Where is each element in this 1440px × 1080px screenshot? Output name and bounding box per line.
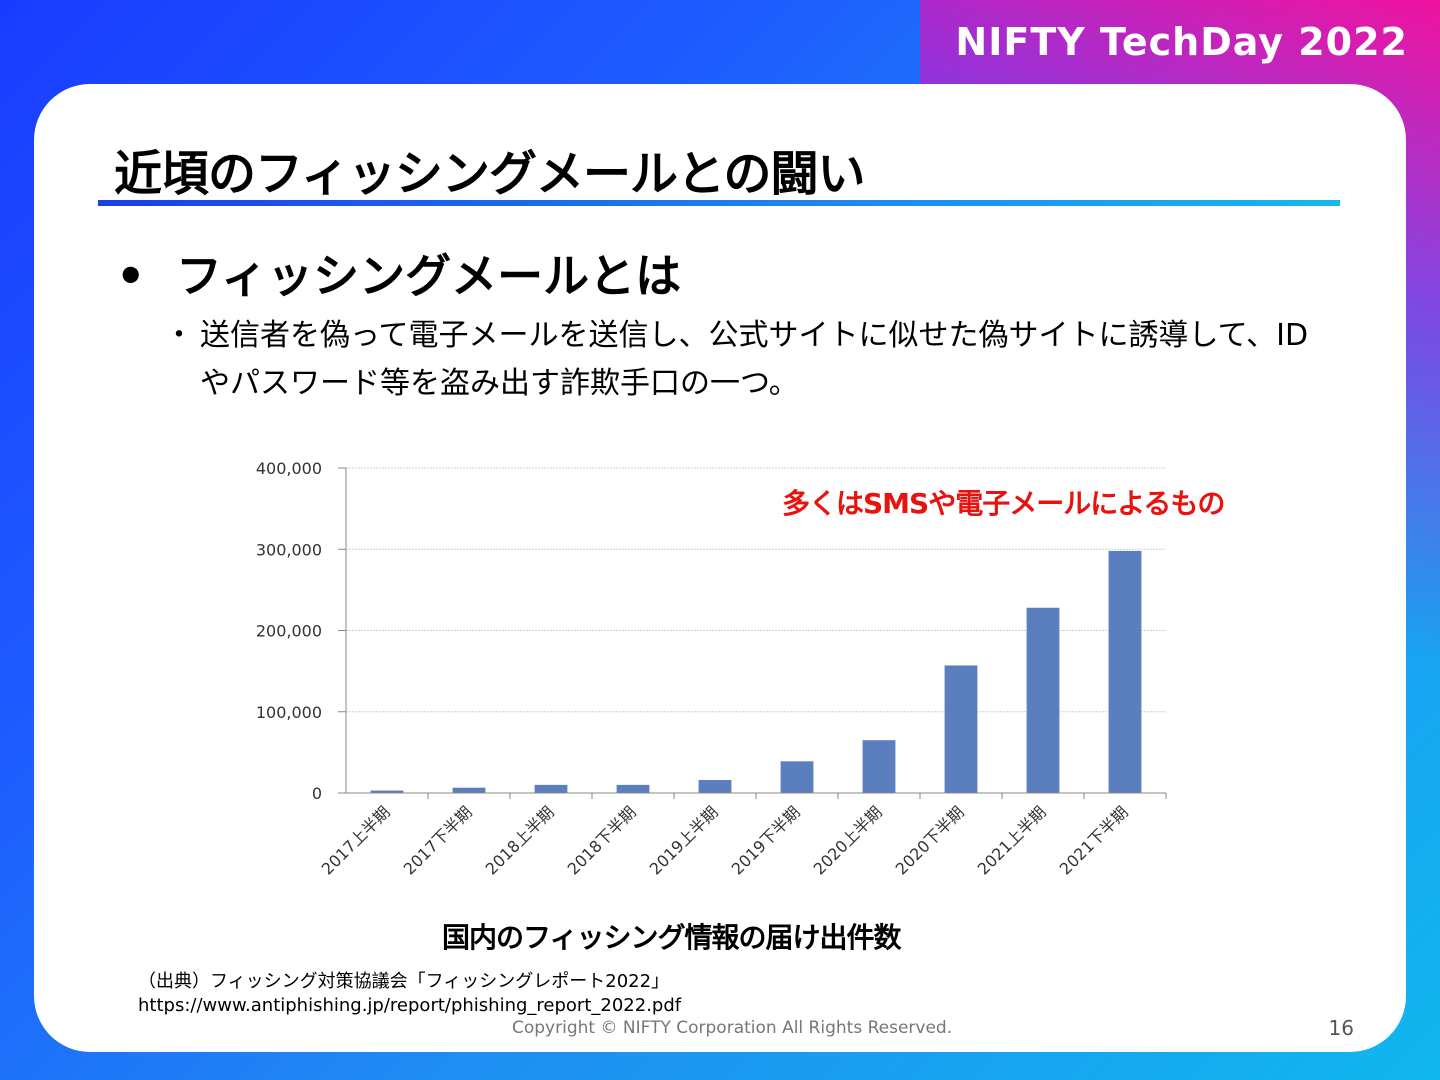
- bar-2017下半期: [452, 787, 486, 793]
- brand-logo: NIFTY TechDay 2022: [955, 20, 1408, 64]
- bar-2018上半期: [534, 784, 568, 793]
- source-citation: （出典）フィッシング対策協議会「フィッシングレポート2022」 https://…: [138, 970, 681, 1018]
- copyright: Copyright © NIFTY Corporation All Rights…: [512, 1018, 953, 1038]
- x-category-label: 2020上半期: [810, 802, 886, 878]
- x-category-label: 2021下半期: [1056, 802, 1132, 878]
- y-tick-label: 400,000: [256, 459, 322, 478]
- title-underline: [98, 200, 1340, 206]
- x-category-label: 2018上半期: [482, 802, 558, 878]
- bullet-sub-text: 送信者を偽って電子メールを送信し、公式サイトに似せた偽サイトに誘導して、IDやパ…: [200, 318, 1309, 401]
- x-category-label: 2020下半期: [892, 802, 968, 878]
- slide-title: 近頃のフィッシングメールとの闘い: [114, 146, 866, 202]
- x-category-label: 2019上半期: [646, 802, 722, 878]
- chart-annotation: 多くはSMSや電子メールによるもの: [782, 487, 1225, 520]
- bar-2018下半期: [616, 784, 650, 793]
- chart-caption: 国内のフィッシング情報の届け出件数: [442, 921, 901, 954]
- y-tick-label: 0: [312, 784, 322, 803]
- bar-2019下半期: [780, 761, 814, 793]
- slide-card: 近頃のフィッシングメールとの闘い • フィッシングメールとは ・ 送信者を偽って電…: [34, 84, 1406, 1052]
- bullet-main-text: フィッシングメールとは: [176, 249, 682, 303]
- page-number: 16: [1328, 1016, 1354, 1040]
- x-category-label: 2018下半期: [564, 802, 640, 878]
- x-category-label: 2019下半期: [728, 802, 804, 878]
- y-tick-label: 300,000: [256, 540, 322, 559]
- bullet-main: • フィッシングメールとは: [116, 240, 681, 306]
- bar-2020下半期: [944, 665, 978, 793]
- bullet-dot: •: [116, 249, 146, 303]
- bar-2020上半期: [862, 740, 896, 793]
- bar-2021下半期: [1108, 550, 1142, 793]
- bullet-sub-dot: ・: [164, 318, 194, 353]
- bar-2021上半期: [1026, 607, 1060, 793]
- x-category-label: 2017下半期: [400, 802, 476, 878]
- bar-2017上半期: [370, 790, 404, 793]
- x-category-label: 2021上半期: [974, 802, 1050, 878]
- bar-2019上半期: [698, 780, 732, 793]
- source-url: https://www.antiphishing.jp/report/phish…: [138, 995, 682, 1016]
- phishing-reports-chart: 0 100,000 200,000 300,000 400,000 2017上半期 2017…: [256, 459, 1167, 879]
- y-tick-label: 100,000: [256, 703, 322, 722]
- source-title: （出典）フィッシング対策協議会「フィッシングレポート2022」: [138, 971, 670, 992]
- y-tick-label: 200,000: [256, 622, 322, 641]
- x-category-label: 2017上半期: [318, 802, 394, 878]
- bullet-sub: ・ 送信者を偽って電子メールを送信し、公式サイトに似せた偽サイトに誘導して、ID…: [164, 312, 1314, 408]
